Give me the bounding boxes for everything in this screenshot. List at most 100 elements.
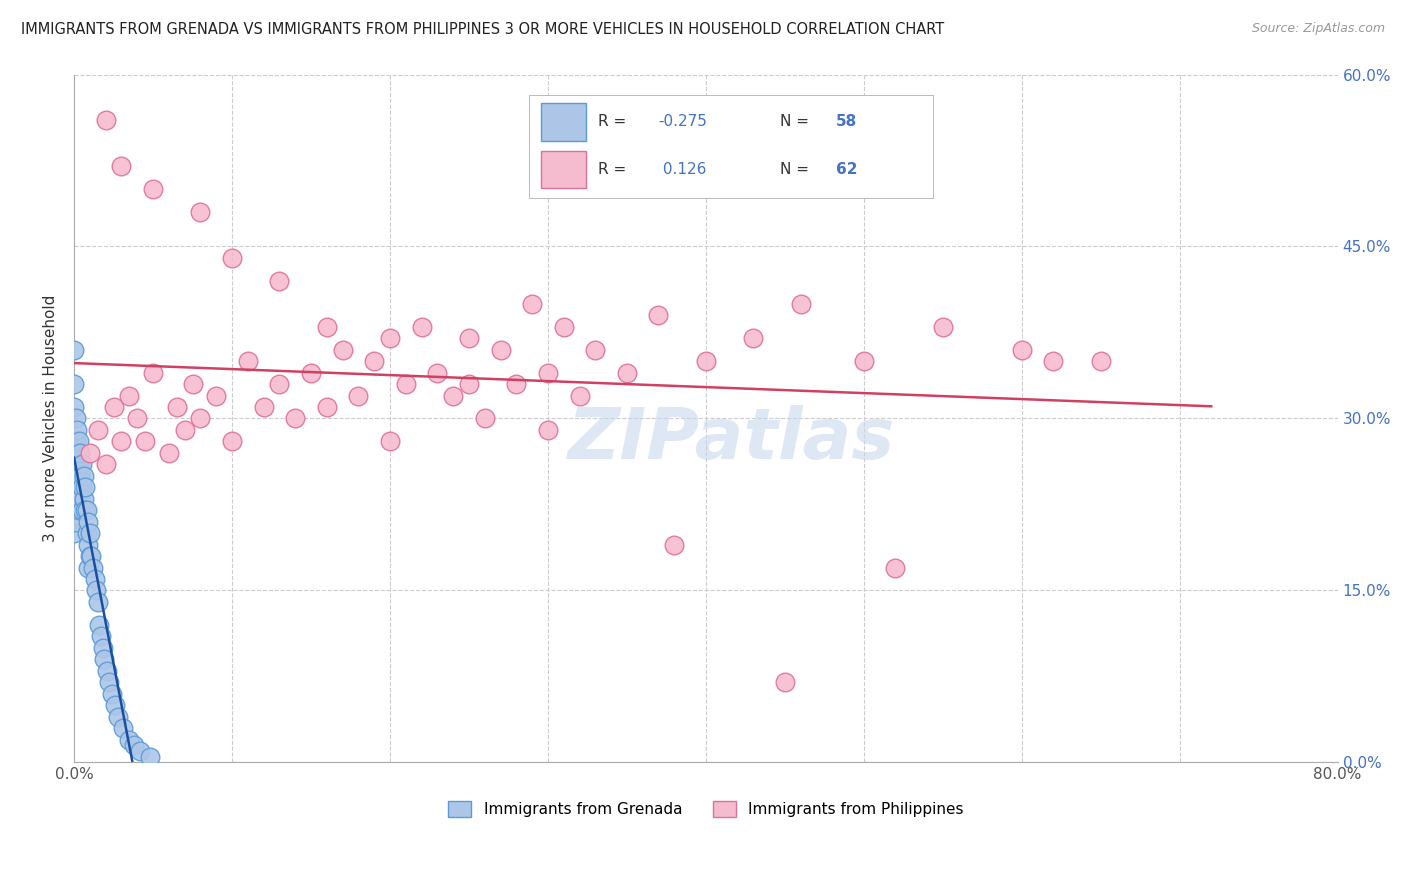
Point <box>695 354 717 368</box>
Point <box>70 458 93 472</box>
Point <box>63 400 86 414</box>
Point <box>101 687 124 701</box>
Point <box>221 434 243 449</box>
Point <box>77 538 100 552</box>
Point <box>79 549 101 563</box>
Point <box>236 354 259 368</box>
Point <box>474 411 496 425</box>
Point <box>65 468 87 483</box>
Text: IMMIGRANTS FROM GRENADA VS IMMIGRANTS FROM PHILIPPINES 3 OR MORE VEHICLES IN HOU: IMMIGRANTS FROM GRENADA VS IMMIGRANTS FR… <box>21 22 945 37</box>
Point <box>789 297 811 311</box>
Point <box>118 732 141 747</box>
Point <box>458 331 481 345</box>
Point <box>96 664 118 678</box>
Point <box>70 503 93 517</box>
Point <box>75 503 97 517</box>
Point <box>664 538 686 552</box>
Point <box>87 423 110 437</box>
Point <box>67 434 90 449</box>
Point <box>884 560 907 574</box>
Point <box>79 526 101 541</box>
Point <box>520 297 543 311</box>
Point <box>426 366 449 380</box>
Point <box>269 377 291 392</box>
Point <box>89 618 111 632</box>
Point <box>112 721 135 735</box>
Point <box>66 446 89 460</box>
Point <box>70 480 93 494</box>
Point <box>69 491 91 506</box>
Point <box>129 744 152 758</box>
Point <box>347 388 370 402</box>
Legend: Immigrants from Grenada, Immigrants from Philippines: Immigrants from Grenada, Immigrants from… <box>443 796 969 823</box>
Point <box>505 377 527 392</box>
Point <box>252 400 274 414</box>
Point <box>91 640 114 655</box>
Point <box>83 572 105 586</box>
Point <box>65 491 87 506</box>
Point <box>173 423 195 437</box>
Point <box>93 652 115 666</box>
Point <box>742 331 765 345</box>
Point <box>127 411 149 425</box>
Point <box>378 434 401 449</box>
Point <box>63 377 86 392</box>
Point <box>77 560 100 574</box>
Point <box>647 308 669 322</box>
Point <box>66 491 89 506</box>
Point <box>181 377 204 392</box>
Y-axis label: 3 or more Vehicles in Household: 3 or more Vehicles in Household <box>44 294 58 542</box>
Point <box>411 319 433 334</box>
Point <box>205 388 228 402</box>
Point <box>90 629 112 643</box>
Point <box>65 446 87 460</box>
Point <box>378 331 401 345</box>
Point <box>63 458 86 472</box>
Point <box>65 515 87 529</box>
Point <box>1011 343 1033 357</box>
Point <box>72 468 94 483</box>
Point <box>537 423 560 437</box>
Point <box>103 400 125 414</box>
Point <box>67 503 90 517</box>
Point <box>134 434 156 449</box>
Point <box>299 366 322 380</box>
Point <box>63 480 86 494</box>
Point <box>63 526 86 541</box>
Point <box>332 343 354 357</box>
Point <box>77 515 100 529</box>
Point <box>63 343 86 357</box>
Point <box>142 366 165 380</box>
Point <box>66 468 89 483</box>
Point <box>110 159 132 173</box>
Point <box>190 411 212 425</box>
Point <box>66 423 89 437</box>
Text: ZIPatlas: ZIPatlas <box>568 405 894 474</box>
Point <box>67 458 90 472</box>
Point <box>82 560 104 574</box>
Point <box>395 377 418 392</box>
Point <box>616 366 638 380</box>
Point <box>441 388 464 402</box>
Point <box>122 738 145 752</box>
Point <box>63 503 86 517</box>
Point <box>157 446 180 460</box>
Point <box>1042 354 1064 368</box>
Point <box>75 480 97 494</box>
Point <box>852 354 875 368</box>
Point <box>583 343 606 357</box>
Point <box>94 458 117 472</box>
Point <box>537 366 560 380</box>
Point <box>142 182 165 196</box>
Point <box>87 595 110 609</box>
Point <box>63 434 86 449</box>
Point <box>69 468 91 483</box>
Point <box>139 749 162 764</box>
Point <box>773 675 796 690</box>
Point <box>118 388 141 402</box>
Point <box>67 480 90 494</box>
Point <box>489 343 512 357</box>
Point <box>932 319 955 334</box>
Point <box>69 446 91 460</box>
Point <box>76 503 98 517</box>
